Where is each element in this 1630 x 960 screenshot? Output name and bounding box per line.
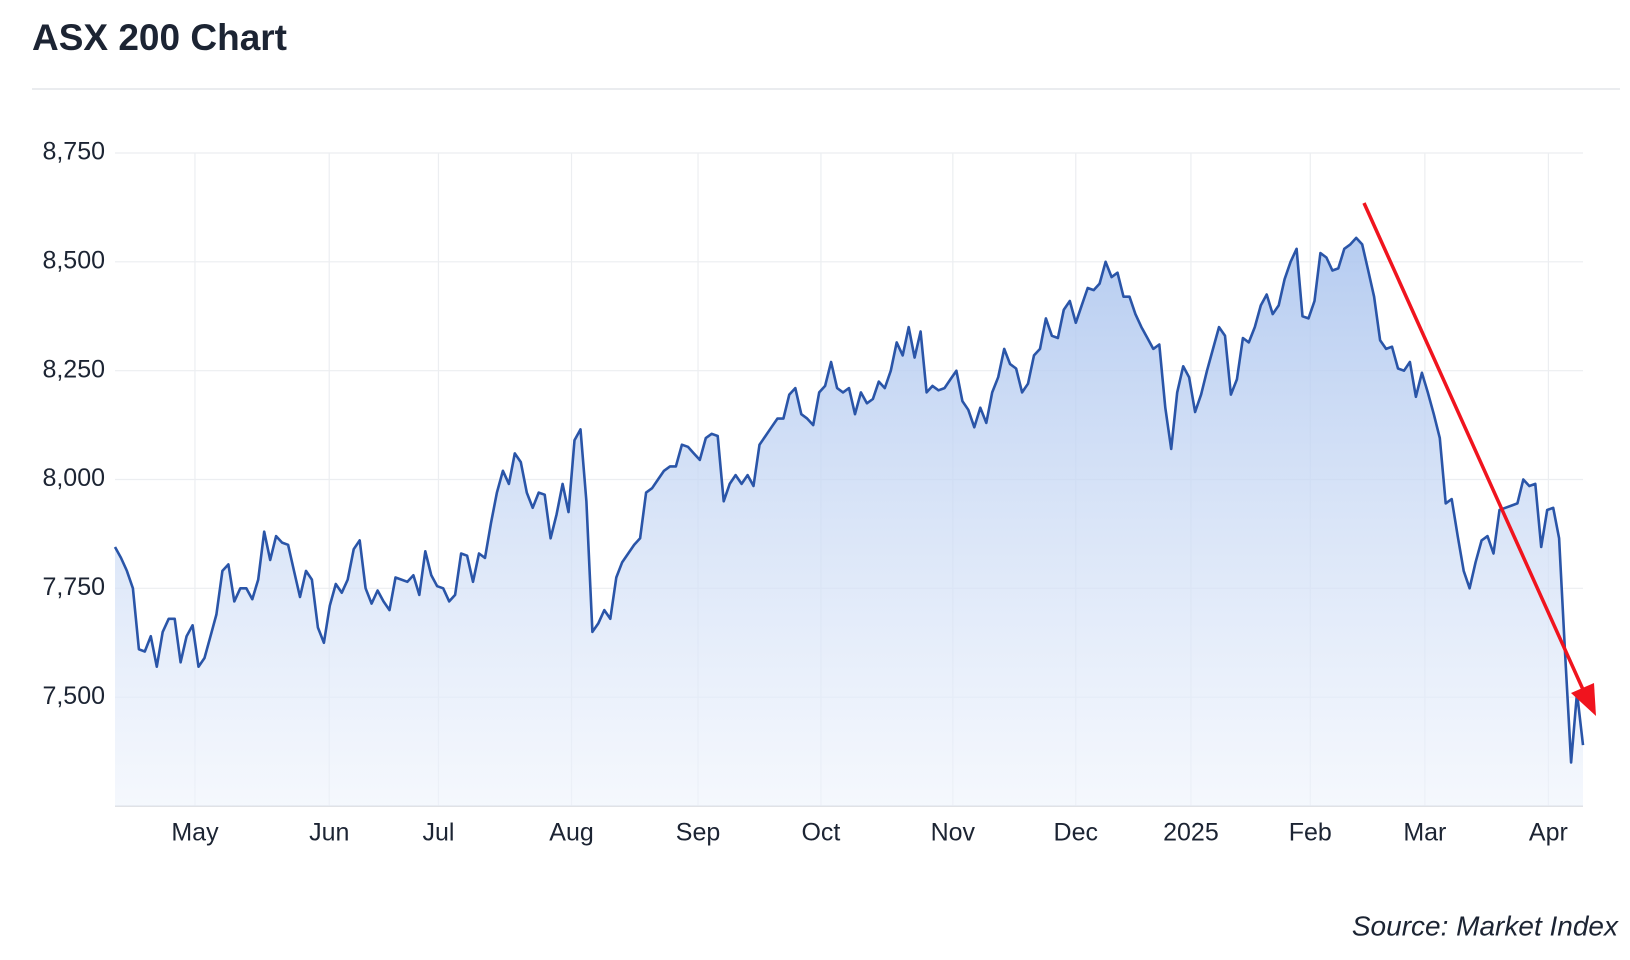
y-tick-label: 7,500	[42, 682, 105, 710]
arrow-head	[1571, 683, 1596, 716]
line	[113, 236, 1585, 764]
x-tick-label: 2025	[1163, 819, 1219, 847]
x-tick-label: Feb	[1289, 819, 1332, 847]
arrow-line	[1362, 202, 1587, 695]
x-tick-label: Jul	[422, 819, 454, 847]
source-note: Source: Market Index	[1352, 910, 1619, 941]
x-tick-label: Aug	[549, 819, 593, 847]
y-tick-label: 8,250	[42, 355, 105, 383]
x-tick-label: Jun	[309, 819, 349, 847]
x-tick-label: Nov	[931, 819, 976, 847]
area	[115, 237, 1583, 806]
y-tick-label: 8,000	[42, 464, 105, 492]
x-tick-label: Dec	[1054, 819, 1098, 847]
x-tick-label: May	[171, 819, 219, 847]
y-tick-label: 8,750	[42, 138, 105, 166]
x-tick-label: Mar	[1403, 819, 1446, 847]
chart-title: ASX 200 Chart	[32, 17, 287, 58]
x-tick-label: Sep	[676, 819, 720, 847]
y-tick-label: 8,500	[42, 246, 105, 274]
trend-arrow	[1362, 202, 1596, 716]
plot-area: 7,500 7,750 8,000 8,250 8,500 8,750 May Jun Jul A…	[42, 138, 1585, 847]
x-tick-label: Oct	[801, 819, 840, 847]
y-tick-label: 7,750	[42, 573, 105, 601]
x-tick-label: Apr	[1529, 819, 1568, 847]
